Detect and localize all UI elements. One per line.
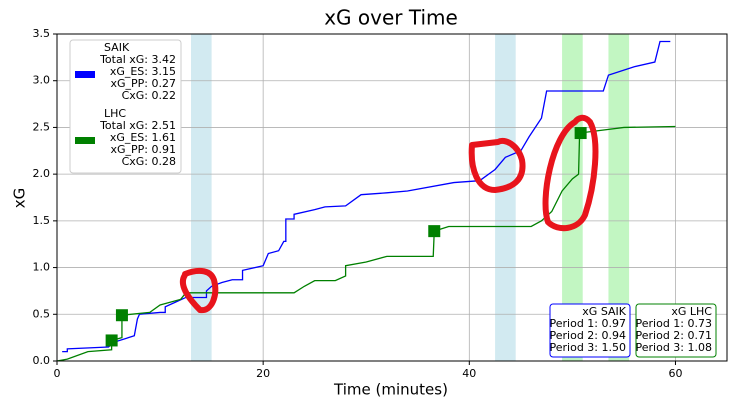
period-box-line: Period 1: 0.97 (550, 317, 627, 330)
red-circle (179, 267, 219, 314)
period-box-line: Period 3: 1.50 (550, 341, 627, 354)
period-box-line: Period 2: 0.94 (550, 329, 627, 342)
legend-stat: xG_ES: 3.15 (110, 65, 176, 78)
x-tick-label: 40 (462, 367, 476, 380)
legend-stat: Total xG: 3.42 (99, 53, 176, 66)
legend-stat: xG_PP: 0.91 (111, 143, 177, 156)
x-tick-label: 60 (668, 367, 682, 380)
marker (574, 127, 587, 140)
period-box (549, 303, 631, 358)
marker (428, 225, 441, 238)
chart-title: xG over Time (324, 6, 458, 30)
red-circle (468, 138, 526, 194)
y-tick-label: 3.5 (33, 27, 51, 40)
period-box-line: Period 1: 0.73 (636, 317, 713, 330)
highlight-band (608, 34, 630, 361)
y-tick-label: 2.0 (33, 167, 51, 180)
legend-stat: xG_ES: 1.61 (110, 131, 176, 144)
period-box-line: Period 2: 0.71 (636, 329, 713, 342)
marker (115, 309, 128, 322)
legend-stat: CxG: 0.28 (122, 155, 176, 168)
marker (105, 334, 118, 347)
highlight-band (562, 34, 583, 361)
period-box-title: xG SAIK (582, 305, 626, 318)
x-tick-label: 20 (256, 367, 270, 380)
legend-label: SAIK (104, 41, 130, 54)
y-tick-label: 3.0 (33, 74, 51, 87)
legend-frame (69, 39, 182, 174)
red-circle (542, 114, 599, 232)
annotations (179, 114, 599, 314)
series-line (56, 125, 676, 362)
y-axis-label: xG (11, 188, 29, 209)
y-tick-label: 2.5 (33, 120, 51, 133)
y-tick-label: 0.0 (33, 354, 51, 367)
y-tick-label: 1.0 (33, 261, 51, 274)
legend-swatch (75, 71, 95, 78)
plot-frame (56, 33, 728, 362)
highlight-band (495, 34, 516, 361)
legend-stat: xG_PP: 0.27 (111, 77, 177, 90)
x-tick-label: 0 (54, 367, 61, 380)
y-tick-label: 0.5 (33, 307, 51, 320)
x-axis-label: Time (minutes) (333, 381, 448, 399)
period-box (635, 303, 717, 358)
period-box-title: xG LHC (671, 305, 712, 318)
legend-label: LHC (104, 107, 126, 120)
legend-stat: Total xG: 2.51 (99, 119, 176, 132)
series-line (62, 40, 671, 353)
y-tick-label: 1.5 (33, 214, 51, 227)
highlight-band (191, 34, 212, 361)
legend-swatch (75, 137, 95, 144)
period-box-line: Period 3: 1.08 (636, 341, 713, 354)
legend-stat: CxG: 0.22 (122, 89, 176, 102)
